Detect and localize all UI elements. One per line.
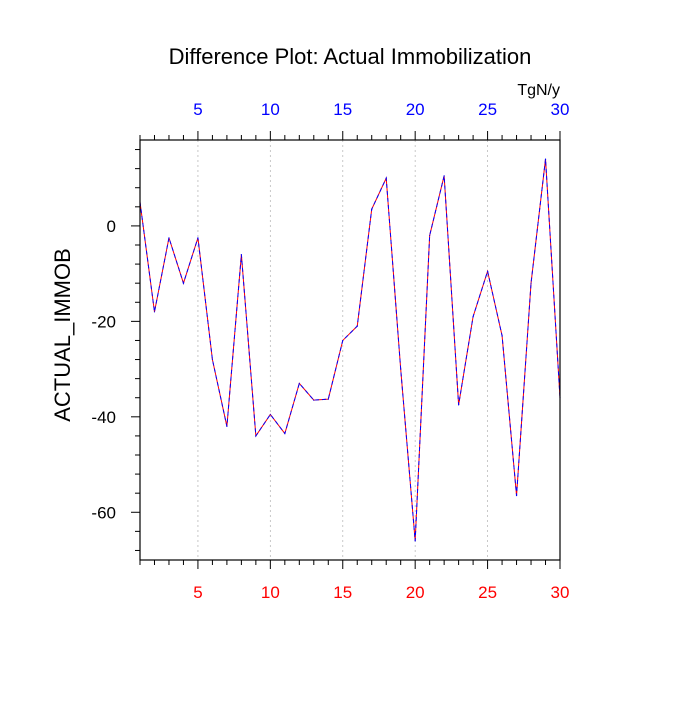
data-point	[298, 382, 300, 385]
data-point	[458, 404, 460, 406]
data-point	[182, 282, 185, 284]
data-series	[139, 158, 561, 542]
x-tick-label-bottom: 10	[261, 583, 280, 602]
x-tick-label-top: 10	[261, 100, 280, 119]
y-axis-label: ACTUAL_IMMOB	[50, 248, 75, 422]
data-point	[501, 335, 503, 337]
data-point	[284, 432, 286, 435]
data-point	[226, 425, 228, 427]
data-point	[168, 237, 170, 239]
data-point	[530, 282, 532, 284]
y-tick-label: -60	[91, 503, 116, 522]
data-point	[400, 368, 402, 370]
data-point	[342, 339, 344, 342]
x-tick-label-top: 30	[551, 100, 570, 119]
series-line-blue	[139, 159, 561, 541]
x-tick-label-bottom: 20	[406, 583, 425, 602]
data-point	[211, 358, 214, 361]
x-tick-label-top: 5	[193, 100, 202, 119]
x-tick-label-bottom: 25	[478, 583, 497, 602]
data-point	[356, 325, 358, 327]
x-tick-label-top: 15	[333, 100, 352, 119]
data-point	[153, 311, 156, 313]
data-point	[443, 175, 445, 177]
data-point	[269, 413, 271, 416]
data-point	[472, 315, 474, 318]
x-tick-label-bottom: 15	[333, 583, 352, 602]
data-point	[414, 540, 416, 542]
x-tick-label-top: 20	[406, 100, 425, 119]
axis-ticks	[131, 131, 561, 569]
units-label: TgN/y	[517, 82, 560, 99]
grid-lines	[197, 140, 561, 560]
x-tick-label-top: 25	[478, 100, 497, 119]
y-tick-label: 0	[107, 217, 116, 236]
y-tick-label: -40	[91, 408, 116, 427]
data-point	[240, 253, 242, 256]
chart-title: Difference Plot: Actual Immobilization	[169, 44, 532, 69]
data-point	[371, 208, 373, 210]
data-point	[544, 158, 547, 160]
x-tick-label-bottom: 5	[193, 583, 202, 602]
x-tick-label-bottom: 30	[551, 583, 570, 602]
tick-labels: 5 10 15 20 25 30 5 10 15 20 25 30 0 -20 -40 -60	[91, 100, 569, 602]
data-point	[327, 398, 329, 400]
series-line-red	[139, 159, 561, 541]
data-point	[313, 399, 315, 401]
data-point	[197, 237, 199, 239]
plot-frame	[139, 139, 561, 561]
data-point	[385, 177, 387, 179]
data-point	[486, 270, 489, 272]
y-tick-label: -20	[91, 312, 116, 331]
data-point	[429, 234, 431, 237]
data-point	[255, 435, 257, 437]
data-point	[515, 494, 518, 497]
